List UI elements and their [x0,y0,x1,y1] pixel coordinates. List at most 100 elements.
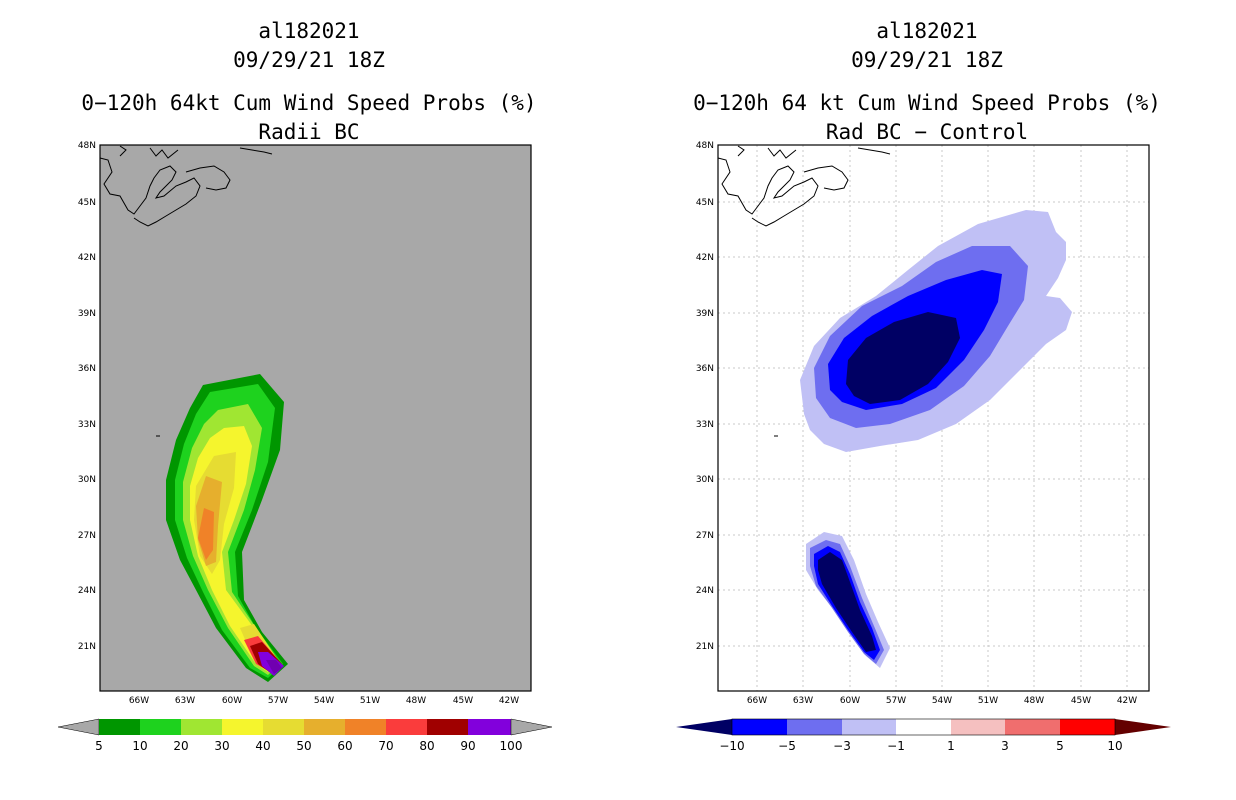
prob-100-contour [266,660,282,674]
lon-label: 48W [406,696,426,706]
lat-label: 24N [696,586,714,596]
lon-label: 60W [840,696,860,706]
lon-axis: 66W 63W 60W 57W 54W 51W 48W 45W 42W [747,696,1137,706]
lat-label: 21N [696,642,714,652]
forecast-datetime: 09/29/21 18Z [233,48,385,72]
lon-label: 45W [1071,696,1091,706]
colorbar-swatch [1005,719,1060,735]
diff-minus10-contour [818,552,876,652]
storm-id: al182021 [876,19,978,43]
colorbar-label: −1 [887,739,905,753]
map-background [100,145,531,691]
left-map-panel: al182021 09/29/21 18Z 0−120h 64kt Cum Wi… [57,19,553,753]
lon-label: 51W [360,696,380,706]
colorbar-swatch [181,719,222,735]
lat-label: 42N [78,253,96,263]
lat-axis: 48N 45N 42N 39N 36N 33N 30N 27N 24N 21N [78,141,96,652]
lat-label: 30N [696,475,714,485]
colorbar-label: −3 [833,739,851,753]
colorbar-swatch [1060,719,1115,735]
lat-label: 30N [78,475,96,485]
product-title: 0−120h 64 kt Cum Wind Speed Probs (%) [693,91,1161,115]
right-map-panel: al182021 09/29/21 18Z 0−120h 64 kt Cum W… [618,0,1236,800]
colorbar-label: 100 [500,739,523,753]
lat-label: 48N [78,141,96,151]
colorbar-under-arrow [57,718,100,736]
lat-label: 27N [696,531,714,541]
lat-label: 36N [696,364,714,374]
probability-swath [166,374,288,682]
product-title: 0−120h 64kt Cum Wind Speed Probs (%) [81,91,537,115]
colorbar-swatch [304,719,345,735]
lon-label: 57W [886,696,906,706]
coastline [717,145,891,437]
colorbar: −10 −5 −3 −1 1 3 5 10 [676,718,1171,753]
colorbar-label: 10 [132,739,147,753]
probability-map: 48N 45N 42N 39N 36N 33N 30N 27N 24N 21N … [57,141,553,753]
colorbar-outline [731,718,1116,736]
map-frame [99,144,532,692]
lon-label: 54W [932,696,952,706]
colorbar-over-arrow [510,718,553,736]
difference-swath-north [800,210,1072,452]
colorbar-over-arrow [1115,719,1171,735]
colorbar-label: 30 [214,739,229,753]
colorbar-label: 80 [419,739,434,753]
lat-label: 33N [696,420,714,430]
colorbar-label: 1 [947,739,955,753]
lat-label: 39N [696,309,714,319]
colorbar-label: −5 [778,739,796,753]
colorbar-label: 5 [95,739,103,753]
lat-label: 39N [78,309,96,319]
lon-label: 57W [268,696,288,706]
lat-label: 24N [78,586,96,596]
colorbar-swatch [140,719,181,735]
lon-label: 51W [978,696,998,706]
lon-label: 60W [222,696,242,706]
lon-label: 63W [793,696,813,706]
colorbar-label: −10 [719,739,744,753]
product-subtitle: Radii BC [258,120,360,144]
product-subtitle: Rad BC − Control [825,120,1029,144]
lon-axis: 66W 63W 60W 57W 54W 51W 48W 45W 42W [129,696,519,706]
colorbar-label: 40 [255,739,270,753]
difference-map: 48N 45N 42N 39N 36N 33N 30N 27N 24N 21N … [676,141,1171,753]
colorbar: 5 10 20 30 40 50 60 70 80 90 100 [57,718,553,753]
lat-label: 27N [78,531,96,541]
colorbar-swatch [842,719,896,735]
colorbar-label: 20 [173,739,188,753]
colorbar-label: 3 [1001,739,1009,753]
lon-label: 66W [129,696,149,706]
colorbar-under-arrow [676,719,732,735]
colorbar-swatch [951,719,1005,735]
lat-label: 33N [78,420,96,430]
colorbar-swatch [222,719,263,735]
prob-60-contour [198,508,214,560]
lat-axis: 48N 45N 42N 39N 36N 33N 30N 27N 24N 21N [696,141,714,652]
lat-label: 42N [696,253,714,263]
lat-label: 45N [696,198,714,208]
colorbar-swatch [99,719,140,735]
colorbar-swatch [468,719,511,735]
lon-label: 63W [175,696,195,706]
colorbar-swatch [896,719,951,735]
colorbar-label: 90 [460,739,475,753]
storm-id: al182021 [258,19,360,43]
lat-label: 21N [78,642,96,652]
colorbar-swatch [787,719,842,735]
map-frame [717,144,1150,692]
lat-label: 45N [78,198,96,208]
colorbar-swatch [263,719,304,735]
lon-label: 42W [1117,696,1137,706]
colorbar-label: 60 [337,739,352,753]
colorbar-swatch [732,719,787,735]
lon-label: 54W [314,696,334,706]
lon-label: 42W [499,696,519,706]
lon-label: 45W [453,696,473,706]
colorbar-swatch [345,719,386,735]
lat-label: 48N [696,141,714,151]
gridlines [718,145,1149,691]
colorbar-label: 70 [378,739,393,753]
colorbar-swatch [427,719,468,735]
colorbar-label: 5 [1056,739,1064,753]
